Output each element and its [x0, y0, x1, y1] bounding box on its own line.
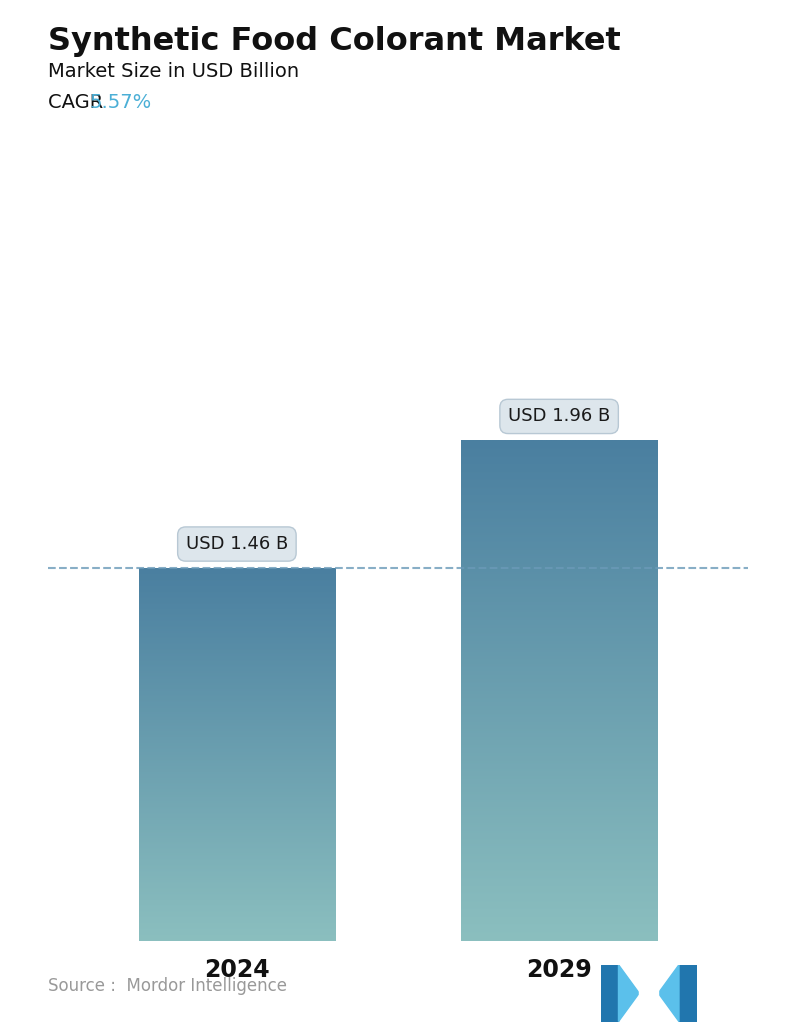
Text: CAGR: CAGR: [48, 93, 109, 112]
Bar: [601, 965, 618, 1022]
Text: Synthetic Food Colorant Market: Synthetic Food Colorant Market: [48, 26, 621, 57]
Bar: [679, 965, 696, 1022]
Text: USD 1.96 B: USD 1.96 B: [508, 407, 611, 425]
Text: Market Size in USD Billion: Market Size in USD Billion: [48, 62, 298, 81]
Text: Source :  Mordor Intelligence: Source : Mordor Intelligence: [48, 977, 287, 995]
Polygon shape: [658, 965, 679, 1022]
Text: 5.57%: 5.57%: [89, 93, 151, 112]
Bar: [639, 965, 658, 1022]
Polygon shape: [618, 965, 639, 1022]
Text: USD 1.46 B: USD 1.46 B: [185, 535, 288, 553]
